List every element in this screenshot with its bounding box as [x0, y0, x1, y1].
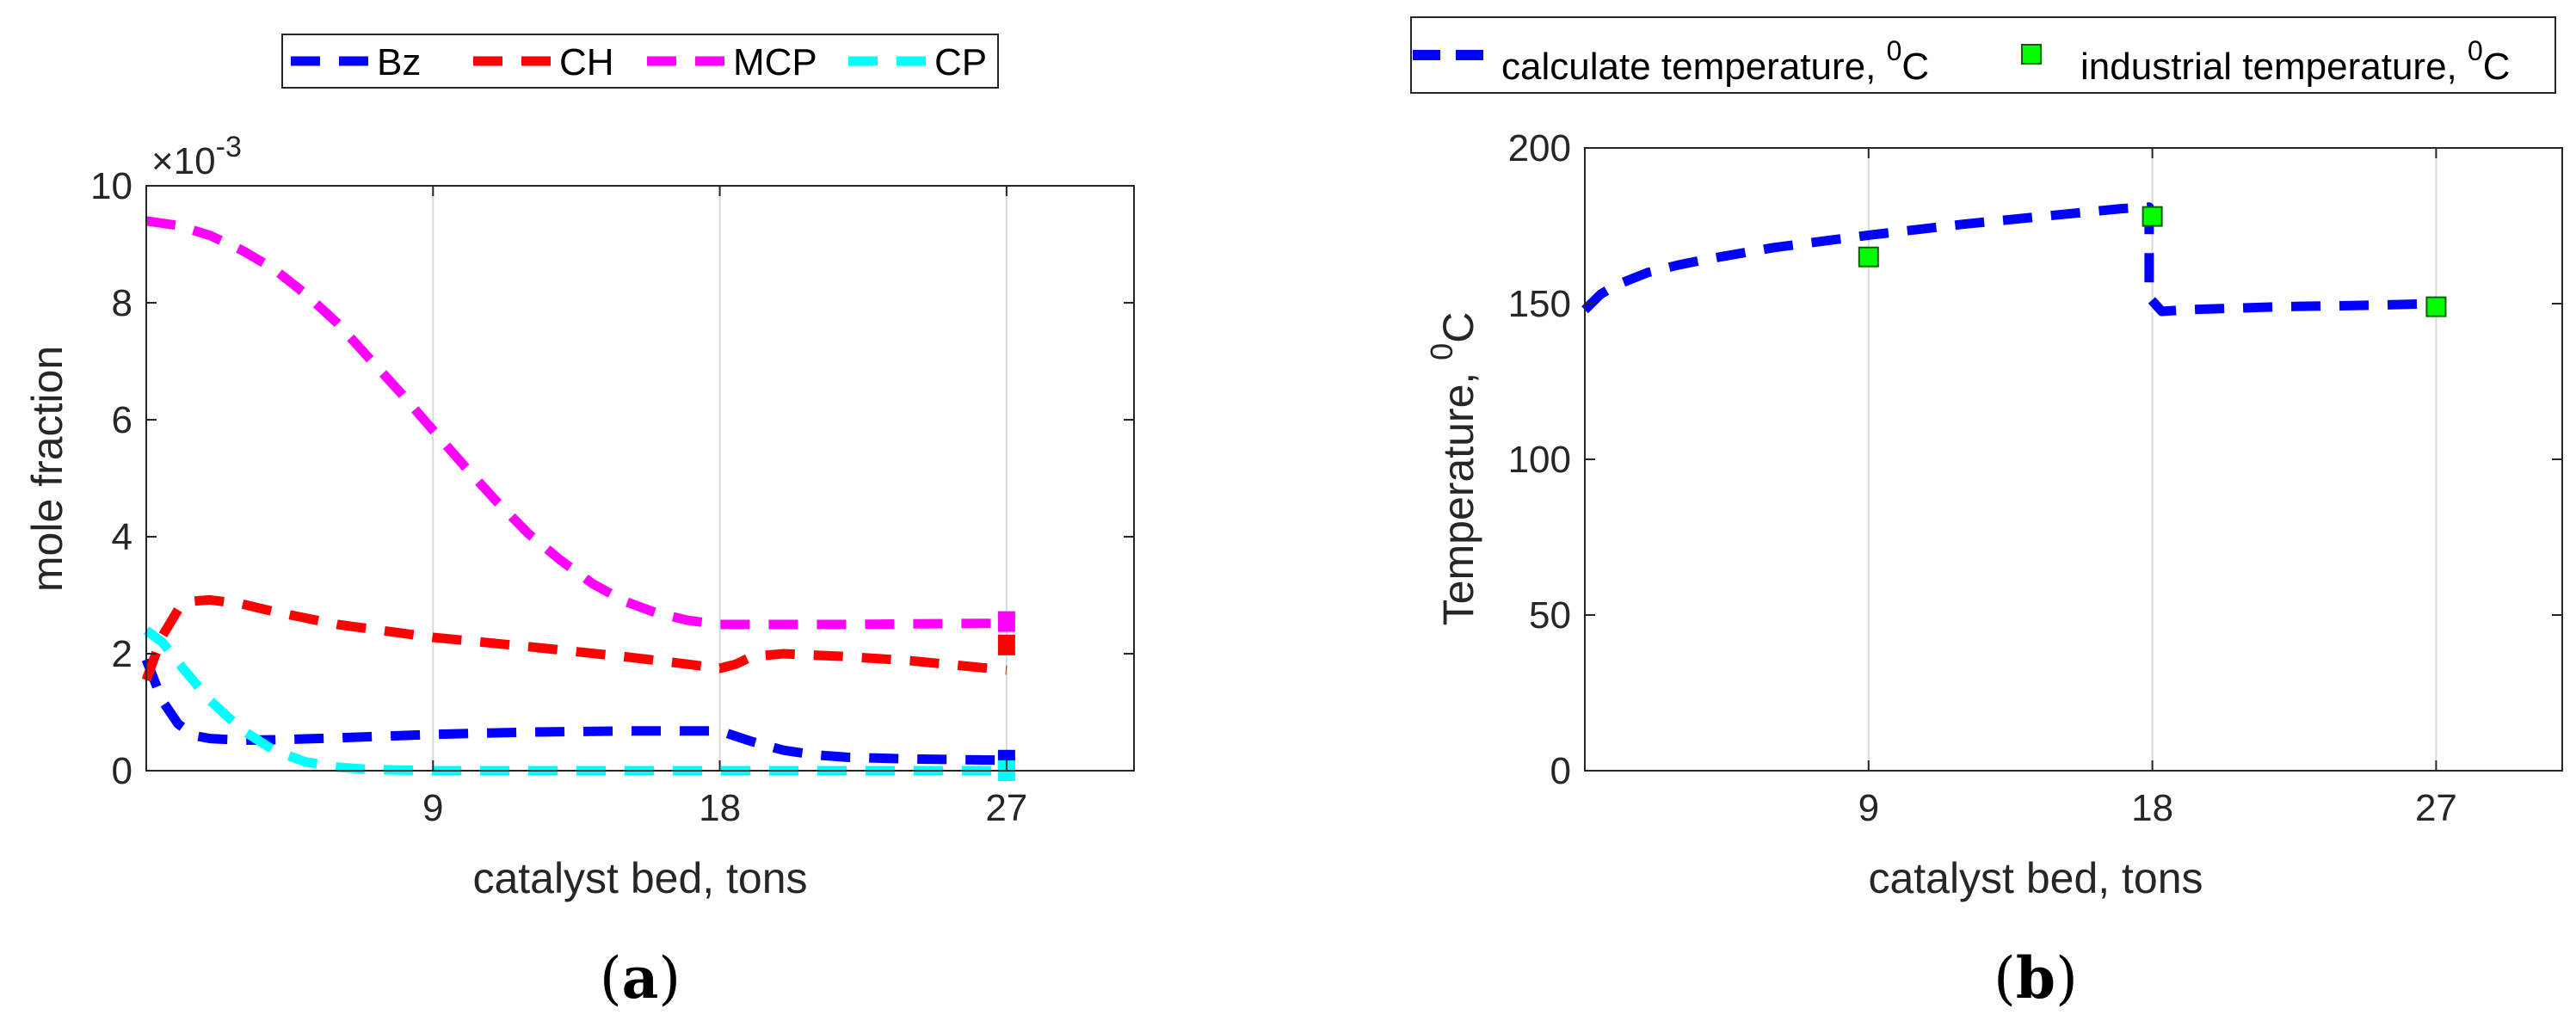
- legend-a-label-bz: Bz: [377, 41, 421, 83]
- ytick-label-a-1: 2: [112, 633, 132, 675]
- ytick-label-b-4: 200: [1508, 127, 1571, 169]
- legend-b-marker-swatch: [2021, 44, 2042, 65]
- ytick-label-a-3: 6: [112, 399, 132, 441]
- xtick-label-b-2: 27: [2415, 787, 2457, 829]
- chart-a: Bz CH MCP CP 9 18 27 0 2 4 6 8 10 ×10-3 catalyst be…: [23, 34, 1135, 1012]
- y-axis-label-a: mole fraction: [23, 346, 71, 592]
- xtick-label-b-1: 18: [2131, 787, 2173, 829]
- marker-b-1-2: [2425, 296, 2447, 317]
- legend-b-item-industrial: industrial temperature, 0C: [2080, 35, 2511, 88]
- xtick-label-a-0: 9: [422, 787, 443, 829]
- ytick-label-b-2: 100: [1508, 439, 1571, 481]
- panel-label-a: (a): [600, 944, 681, 1012]
- series-line-b-calc: [1581, 202, 2437, 317]
- legend-b-box: [1410, 16, 2556, 94]
- y-axis-label-b: Temperature, 0C: [1424, 312, 1482, 626]
- panel-label-b: (b): [1994, 944, 2078, 1012]
- legend-b: calculate temperature, 0C industrial tem…: [1410, 16, 2556, 94]
- x-axis-label-b: catalyst bed, tons: [1868, 854, 2203, 902]
- legend-a-label-ch: CH: [559, 41, 614, 83]
- marker-b-1-1: [2142, 206, 2163, 227]
- xtick-label-a-1: 18: [699, 787, 741, 829]
- legend-b-item-calculated: calculate temperature, 0C: [1501, 35, 1929, 88]
- ytick-label-b-0: 0: [1550, 750, 1571, 792]
- ytick-label-a-4: 8: [112, 282, 132, 324]
- ytick-label-a-0: 0: [112, 750, 132, 792]
- legend-a-label-cp: CP: [934, 41, 987, 83]
- plot-area-b: [1585, 148, 2562, 771]
- ytick-label-a-5: 10: [90, 165, 132, 207]
- series-end-a-ch: [997, 634, 1015, 655]
- ytick-label-a-2: 4: [112, 516, 132, 558]
- series-end-a-mcp: [997, 611, 1015, 632]
- xtick-label-b-0: 9: [1858, 787, 1879, 829]
- legend-a-box: [281, 34, 999, 89]
- axes-frame-a: [145, 185, 1135, 772]
- series-line-a-ch: [141, 594, 1008, 682]
- xtick-label-a-2: 27: [985, 787, 1027, 829]
- legend-a: Bz CH MCP CP: [281, 34, 999, 89]
- chart-b: calculate temperature, 0C industrial tem…: [1410, 16, 2563, 1012]
- marker-b-1-0: [1858, 246, 1879, 268]
- legend-a-label-mcp: MCP: [733, 41, 817, 83]
- ytick-label-b-1: 50: [1529, 594, 1571, 637]
- y-exponent-a: ×10-3: [151, 131, 242, 182]
- plot-area-a: [146, 186, 1134, 771]
- series-line-a-mcp: [145, 216, 1007, 630]
- ytick-label-b-3: 150: [1508, 283, 1571, 325]
- x-axis-label-a: catalyst bed, tons: [472, 854, 807, 902]
